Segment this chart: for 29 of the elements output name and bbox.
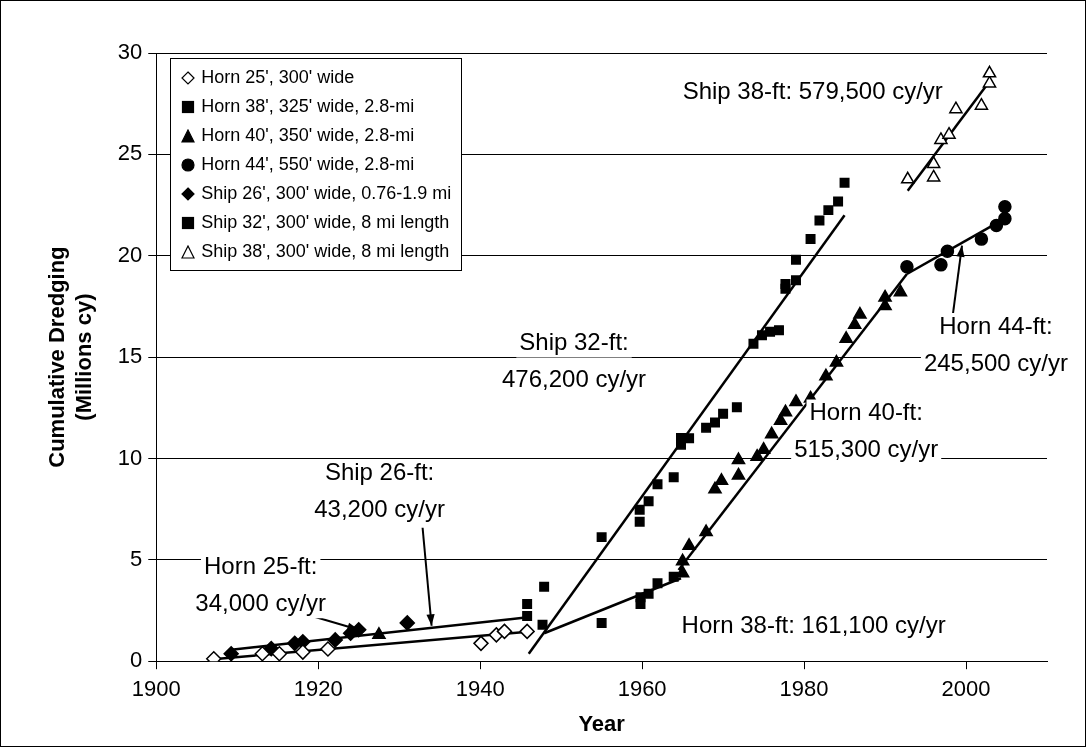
x-tick-label: 1920 — [293, 676, 343, 702]
x-axis-title: Year — [578, 710, 626, 736]
legend-label: Ship 26', 300' wide, 0.76-1.9 mi — [201, 182, 452, 205]
annotation: Horn 38-ft: 161,100 cy/yr — [681, 611, 946, 639]
annotation: Horn 25-ft: 34,000 cy/yr — [195, 551, 327, 616]
y-tick-label: 5 — [130, 545, 143, 571]
annotation: Ship 32-ft: 476,200 cy/yr — [501, 328, 647, 393]
legend-label: Horn 25', 300' wide — [201, 66, 355, 89]
x-tick-label: 1900 — [131, 676, 181, 702]
y-tick-label: 30 — [117, 39, 143, 65]
y-tick-label: 10 — [117, 444, 143, 470]
y-tick-label: 25 — [117, 140, 143, 166]
y-axis-title: Cumulative Dredging (Millions cy) — [44, 246, 96, 468]
annotation: Ship 26-ft: 43,200 cy/yr — [314, 457, 445, 522]
y-tick-label: 0 — [130, 647, 143, 673]
x-tick-label: 1960 — [617, 676, 667, 702]
legend-label: Horn 38', 325' wide, 2.8-mi — [201, 95, 415, 118]
legend-label: Ship 32', 300' wide, 8 mi length — [201, 211, 450, 234]
x-tick-label: 1980 — [779, 676, 829, 702]
annotation: Ship 38-ft: 579,500 cy/yr — [682, 76, 943, 104]
x-tick-label: 2000 — [941, 676, 991, 702]
annotation: Horn 40-ft: 515,300 cy/yr — [794, 398, 939, 463]
annotation: Horn 44-ft: 245,500 cy/yr — [923, 311, 1069, 376]
legend-label: Horn 44', 550' wide, 2.8-mi — [201, 153, 415, 176]
legend-label: Horn 40', 350' wide, 2.8-mi — [201, 124, 415, 147]
legend-label: Ship 38', 300' wide, 8 mi length — [201, 240, 450, 263]
y-tick-label: 20 — [117, 241, 143, 267]
y-tick-label: 15 — [117, 343, 143, 369]
x-tick-label: 1940 — [455, 676, 505, 702]
